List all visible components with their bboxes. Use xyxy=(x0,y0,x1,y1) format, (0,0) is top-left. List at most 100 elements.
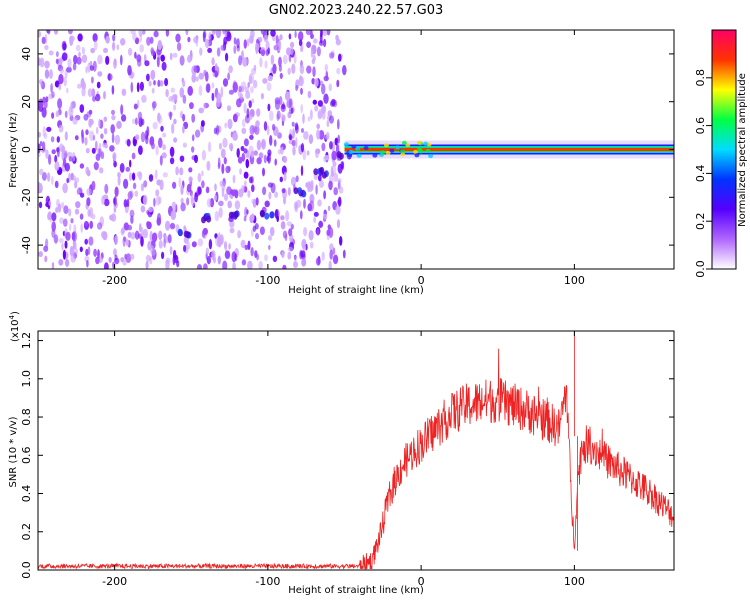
noise-speckle xyxy=(162,144,167,151)
noise-speckle xyxy=(288,98,293,109)
noise-speckle xyxy=(199,47,203,56)
noise-speckle xyxy=(225,31,232,42)
noise-speckle xyxy=(251,98,255,104)
noise-speckle xyxy=(38,98,44,109)
noise-speckle xyxy=(317,100,323,107)
noise-speckle xyxy=(113,58,117,69)
noise-speckle xyxy=(69,223,72,231)
noise-speckle xyxy=(163,237,166,248)
noise-speckle xyxy=(165,220,171,231)
noise-speckle xyxy=(91,180,96,191)
noise-speckle xyxy=(39,57,45,68)
noise-speckle xyxy=(254,42,260,53)
noise-speckle xyxy=(188,167,193,173)
noise-speckle xyxy=(50,136,55,143)
noise-speckle xyxy=(132,32,137,41)
noise-speckle xyxy=(191,113,196,123)
noise-speckle xyxy=(92,33,98,43)
noise-speckle xyxy=(103,116,108,122)
carrier-wobble xyxy=(400,149,405,154)
noise-speckle xyxy=(197,238,204,247)
noise-speckle xyxy=(97,54,103,65)
noise-speckle xyxy=(191,134,195,142)
noise-speckle xyxy=(256,108,261,117)
noise-speckle xyxy=(222,30,226,35)
noise-speckle xyxy=(202,31,206,43)
noise-speckle xyxy=(140,131,146,143)
noise-speckle xyxy=(157,40,163,51)
noise-speckle xyxy=(155,195,161,206)
noise-speckle xyxy=(159,80,164,87)
noise-speckle xyxy=(69,245,74,257)
chart-title: GN02.2023.240.22.57.G03 xyxy=(269,3,444,18)
noise-speckle xyxy=(326,30,331,36)
noise-speckle xyxy=(263,154,267,164)
noise-speckle xyxy=(251,184,255,193)
noise-speckle xyxy=(123,199,128,208)
noise-speckle xyxy=(182,94,187,104)
noise-speckle xyxy=(146,221,152,230)
noise-speckle xyxy=(64,150,68,159)
noise-speckle xyxy=(228,166,231,172)
noise-speckle xyxy=(77,83,82,89)
noise-speckle xyxy=(56,51,59,58)
noise-speckle xyxy=(178,177,182,188)
noise-speckle xyxy=(105,55,110,65)
noise-speckle xyxy=(141,94,147,103)
noise-speckle xyxy=(121,114,127,122)
noise-speckle xyxy=(86,188,92,196)
noise-speckle xyxy=(259,226,265,235)
noise-speckle xyxy=(175,33,181,43)
noise-speckle xyxy=(54,180,59,189)
noise-speckle xyxy=(112,152,117,161)
noise-speckle xyxy=(111,114,116,121)
noise-speckle xyxy=(55,110,60,118)
noise-speckle xyxy=(281,113,284,122)
noise-speckle xyxy=(58,124,64,133)
carrier-wobble xyxy=(344,142,349,147)
carrier-wobble xyxy=(418,149,424,154)
noise-speckle xyxy=(153,30,159,38)
noise-speckle xyxy=(113,248,117,257)
carrier-wobble xyxy=(385,151,391,155)
noise-speckle xyxy=(38,30,41,38)
noise-speckle xyxy=(120,54,123,66)
noise-speckle xyxy=(110,124,115,134)
noise-speckle xyxy=(58,259,64,266)
noise-speckle xyxy=(237,156,243,164)
noise-speckle xyxy=(44,45,49,50)
x-tick-label: -200 xyxy=(102,274,127,287)
noise-speckle xyxy=(201,170,204,177)
noise-speckle xyxy=(41,172,47,181)
noise-speckle xyxy=(56,136,60,143)
noise-speckle xyxy=(324,134,330,140)
noise-speckle xyxy=(228,243,231,250)
noise-speckle xyxy=(51,149,56,155)
noise-speckle xyxy=(186,197,190,206)
noise-speckle xyxy=(116,120,122,129)
noise-speckle xyxy=(67,58,72,69)
colorbar-ticks: 0.0 0.2 0.4 0.6 0.8 xyxy=(694,69,712,278)
noise-speckle xyxy=(145,254,151,262)
noise-speckle xyxy=(337,119,340,130)
noise-speckle xyxy=(207,47,213,54)
noise-speckle xyxy=(127,65,132,76)
noise-speckle xyxy=(278,64,282,72)
y-tick-label: 0.2 xyxy=(20,523,33,541)
noise-speckle xyxy=(153,197,156,207)
noise-speckle xyxy=(331,150,338,161)
noise-speckle xyxy=(324,155,330,161)
noise-speckle xyxy=(88,236,94,246)
noise-speckle xyxy=(38,201,43,209)
noise-speckle xyxy=(248,100,252,108)
noise-speckle xyxy=(221,163,225,175)
noise-speckle xyxy=(246,108,250,119)
noise-speckle xyxy=(256,157,262,165)
noise-speckle xyxy=(256,253,259,261)
noise-speckle xyxy=(148,80,152,87)
y-tick-label: 1.0 xyxy=(20,370,33,388)
noise-speckle xyxy=(251,213,255,222)
noise-speckle xyxy=(227,118,233,130)
noise-speckle xyxy=(321,142,326,152)
noise-speckle xyxy=(272,255,278,262)
